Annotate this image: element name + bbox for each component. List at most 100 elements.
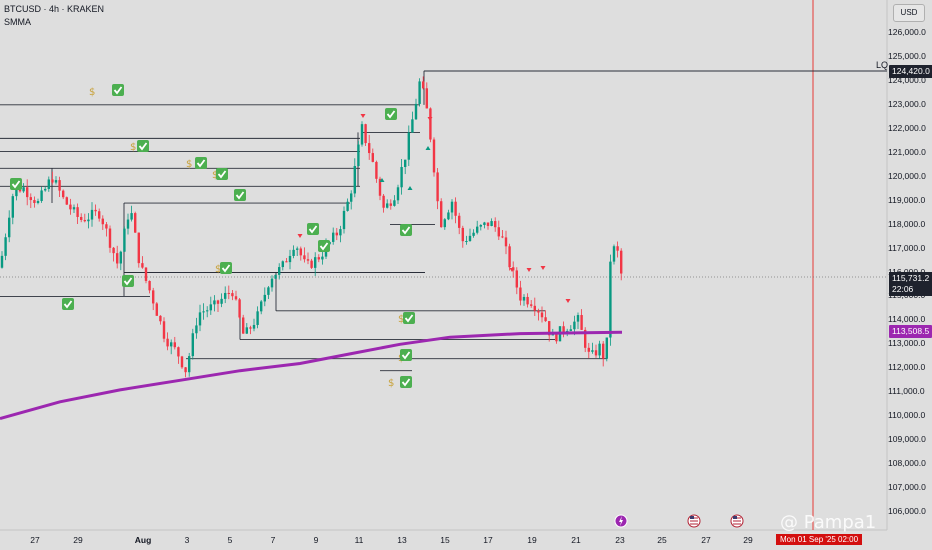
- svg-text:$: $: [130, 142, 136, 153]
- symbol-title[interactable]: BTCUSD · 4h · KRAKEN: [4, 4, 105, 14]
- event-icons[interactable]: [614, 514, 744, 528]
- candle-body: [152, 290, 155, 304]
- candle-body: [321, 256, 324, 260]
- candle-body: [22, 187, 25, 192]
- price-tick-label: 123,000.0: [888, 98, 926, 109]
- candle-body: [98, 211, 101, 219]
- candle-body: [209, 304, 212, 311]
- crosshair-date-tag: Mon 01 Sep '25 02:00: [776, 534, 863, 545]
- candle-body: [274, 274, 277, 279]
- candle-body: [62, 190, 65, 198]
- candle-body: [44, 188, 47, 191]
- check-mark-icon: [385, 108, 397, 120]
- time-tick-label: 5: [227, 535, 233, 545]
- candle-body: [216, 300, 220, 304]
- candle-body: [137, 232, 140, 264]
- candle-body: [33, 200, 36, 203]
- candle-body: [83, 219, 86, 222]
- check-mark-icon: [62, 298, 74, 310]
- us-flag-event-icon[interactable]: [730, 514, 744, 528]
- candle-body: [141, 263, 144, 268]
- candle-body: [616, 246, 619, 251]
- candle-body: [155, 303, 158, 316]
- candle-body: [533, 305, 536, 311]
- check-mark-icon: [220, 262, 232, 274]
- candle-body: [281, 261, 284, 268]
- candle-body: [119, 251, 122, 264]
- candle-body: [364, 124, 367, 144]
- check-mark-icon: [122, 275, 134, 287]
- candle-body: [130, 213, 133, 220]
- candle-body: [497, 227, 500, 237]
- price-tick-label: 125,000.0: [888, 50, 926, 61]
- candle-body: [4, 237, 7, 256]
- candle-body: [238, 299, 241, 318]
- candle-body: [587, 347, 590, 352]
- candle-body: [393, 200, 396, 206]
- check-mark-icon: [400, 224, 412, 236]
- candle-body: [227, 292, 230, 294]
- candle-body: [454, 201, 457, 216]
- dollar-sign-icon: $: [388, 378, 394, 389]
- candle-body: [562, 326, 565, 333]
- candle-body: [303, 255, 306, 260]
- candle-body: [220, 298, 223, 304]
- candle-body: [580, 315, 583, 330]
- candle-body: [126, 219, 130, 229]
- candle-body: [526, 296, 529, 305]
- candle-body: [242, 317, 245, 334]
- candle-body: [544, 317, 547, 322]
- candle-body: [202, 311, 205, 313]
- candle-body: [422, 81, 425, 89]
- lq-price-tag: 124,420.0: [889, 65, 932, 78]
- candle-body: [69, 204, 72, 210]
- candle-body: [36, 200, 40, 203]
- triangle-down-marker-icon: [297, 234, 303, 238]
- price-tick-label: 116,000.0: [884, 267, 932, 277]
- us-flag-event-icon[interactable]: [687, 514, 701, 528]
- lightning-event-icon[interactable]: [614, 514, 628, 528]
- candle-body: [184, 367, 187, 373]
- author-watermark: @ Pampa1: [780, 512, 877, 533]
- lq-label: LQ: [876, 60, 889, 70]
- candle-body: [465, 240, 468, 242]
- candle-body: [407, 132, 410, 160]
- svg-text:$: $: [89, 87, 95, 98]
- candle-body: [494, 221, 497, 228]
- candle-body: [310, 260, 313, 268]
- candle-body: [519, 287, 522, 301]
- triangle-down-marker-icon: [540, 266, 546, 270]
- price-tick-label: 111,000.0: [888, 386, 925, 397]
- price-tick-label: 112,000.0: [888, 362, 926, 373]
- triangle-up-marker-icon: [379, 178, 385, 182]
- candle-body: [296, 248, 299, 250]
- time-tick-label: Aug: [134, 535, 152, 545]
- last-price-tag: 115,731.2 22:06: [889, 272, 932, 296]
- price-tick-label: 106,000.0: [888, 506, 926, 516]
- candle-body: [108, 228, 112, 248]
- candle-body: [458, 215, 461, 228]
- indicator-label[interactable]: SMMA: [4, 17, 31, 27]
- currency-button[interactable]: USD: [893, 4, 925, 22]
- candle-body: [411, 119, 414, 133]
- candle-body: [278, 267, 281, 275]
- check-mark-icon: [195, 157, 207, 169]
- candle-body: [263, 294, 266, 302]
- time-tick-label: 21: [571, 535, 581, 545]
- candle-body: [504, 237, 508, 247]
- candle-body: [436, 172, 439, 202]
- candle-body: [314, 257, 317, 268]
- svg-text:$: $: [212, 170, 218, 181]
- candle-body: [159, 315, 162, 322]
- price-tick-label: 120,000.0: [888, 170, 926, 181]
- candle-body: [483, 222, 486, 225]
- candle-body: [440, 201, 443, 228]
- candle-body: [148, 280, 151, 291]
- candlestick-series: [0, 76, 623, 378]
- price-tick-label: 117,000.0: [888, 242, 926, 253]
- candle-body: [170, 342, 173, 347]
- candle-body: [292, 249, 295, 256]
- candle-body: [540, 312, 544, 318]
- candle-body: [58, 180, 61, 191]
